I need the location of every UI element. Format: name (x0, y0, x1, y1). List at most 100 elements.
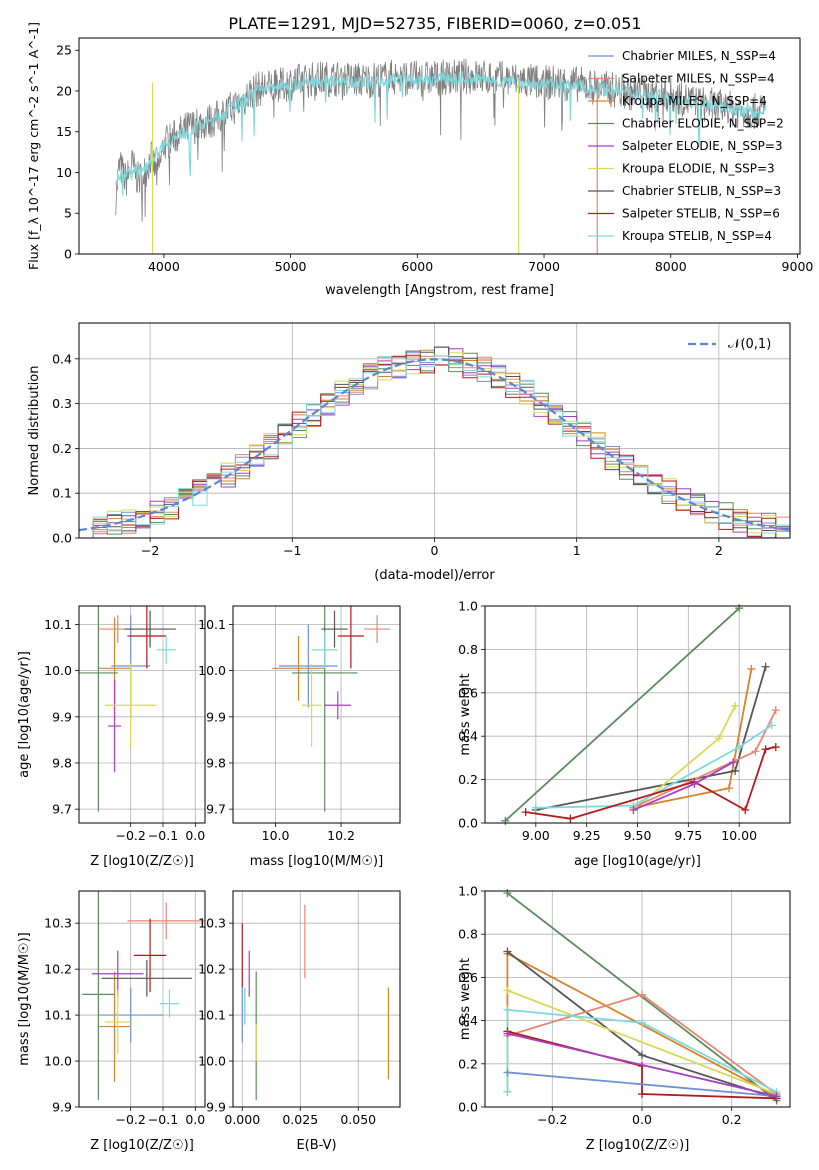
spectrum-xtick-label: 9000 (782, 259, 814, 274)
mass-weight-marker (531, 803, 540, 812)
residuals-xtick-label: −2 (141, 543, 159, 558)
mass_weight_vs_age-ytick-label: 0.8 (458, 642, 478, 657)
plot-layer: 4000 5000 6000 7000 8000 90000510152025wavele… (17, 22, 813, 1153)
mass_weight_vs_age-panel: 9.00 9.25 9.50 9.75 10.00 0.0 0.2 0.4 0.6 0.8 1.0 a… (458, 599, 791, 869)
spectrum-ytick-label: 25 (56, 43, 72, 58)
spectrum-frame (78, 37, 801, 255)
mass_vs_EBV-ytick-label: 10.0 (198, 1054, 226, 1069)
gaussian-legend-label: 𝒩(0,1) (728, 337, 771, 352)
mass-weight-marker (767, 721, 776, 730)
mass-weight-marker (690, 779, 699, 788)
spectrum-ytick-label: 5 (64, 206, 72, 221)
mass-weight-marker (566, 814, 575, 823)
mass-weight-marker (751, 747, 760, 756)
spectrum-xtick-label: 4000 (148, 259, 180, 274)
spectrum-legend-label: Chabrier ELODIE, N_SSP=2 (622, 117, 784, 131)
residuals-xlabel: (data-model)/error (374, 568, 495, 583)
age_vs_Z-xlabel: Z [log10(Z/Z☉)] (90, 854, 194, 869)
mass_weight_vs_Z-xtick-label: 0.0 (632, 1112, 652, 1127)
gaussian-curve (79, 358, 790, 532)
mass_vs_EBV-frame (232, 890, 401, 1108)
age_vs_mass-frame (232, 605, 401, 824)
spectrum-ytick-label: 0 (64, 247, 72, 262)
mass_weight_vs_age-ytick-label: 0.6 (458, 685, 478, 700)
age_vs_mass-xtick-label: 10.0 (262, 828, 290, 843)
mass_weight_vs_age-xtick-label: 9.50 (624, 828, 652, 843)
age_vs_mass-ytick-label: 9.8 (206, 755, 226, 770)
residuals-ytick-label: 0.4 (52, 351, 72, 366)
figure-title: PLATE=1291, MJD=52735, FIBERID=0060, z=0… (228, 14, 641, 33)
residuals-xtick-label: 1 (573, 543, 581, 558)
mass-weight-marker (503, 889, 512, 898)
mass_vs_Z-xlabel: Z [log10(Z/Z☉)] (90, 1138, 194, 1153)
age_vs_mass-xtick-label: 10.2 (327, 828, 355, 843)
residuals-ylabel: Normed distribution (27, 366, 42, 496)
spectrum-ytick-label: 20 (56, 83, 72, 98)
age_vs_mass-ytick-label: 9.9 (206, 709, 226, 724)
spectrum-ytick-label: 15 (56, 124, 72, 139)
spectrum-model-line (115, 70, 767, 196)
mass_vs_EBV-ytick-label: 9.9 (206, 1100, 226, 1115)
mass-weight-marker (771, 743, 780, 752)
spectrum-xlabel: wavelength [Angstrom, rest frame] (325, 283, 554, 298)
spectrum-xtick-label: 5000 (275, 259, 307, 274)
mass-weight-line (506, 1008, 777, 1093)
mass_vs_Z-frame (78, 890, 206, 1108)
mass_weight_vs_age-plotarea (501, 604, 780, 825)
residuals-panel: −2 −1 0 1 2 0.0 0.1 0.2 0.3 0.4 (data-model)/error… (27, 322, 791, 583)
mass_weight_vs_Z-ytick-label: 0.6 (458, 970, 478, 985)
mass_weight_vs_age-xtick-label: 10.00 (721, 828, 757, 843)
spectrum-legend-label: Salpeter STELIB, N_SSP=6 (622, 207, 780, 221)
mass_vs_Z-ytick-label: 9.9 (52, 1100, 72, 1115)
mass-weight-marker (761, 745, 770, 754)
mass_weight_vs_Z-xtick-label: 0.2 (722, 1112, 742, 1127)
mass_weight_vs_Z-ytick-label: 1.0 (458, 884, 478, 899)
mass_vs_Z-ytick-label: 10.0 (44, 1054, 72, 1069)
age_vs_mass-plotarea (272, 606, 391, 812)
mass-weight-marker (761, 662, 770, 671)
residuals-frame (78, 322, 791, 539)
mass_weight_vs_age-ytick-label: 0.2 (458, 772, 478, 787)
age_vs_Z-ytick-label: 9.7 (52, 802, 72, 817)
spectrum-xtick-label: 7000 (528, 259, 560, 274)
residuals-plotarea (79, 346, 790, 538)
residual-histogram (79, 346, 790, 538)
mass_weight_vs_Z-ytick-label: 0.8 (458, 927, 478, 942)
mass-weight-marker (637, 1051, 646, 1060)
mass_vs_EBV-xtick-label: 0.025 (282, 1112, 318, 1127)
age_vs_Z-ytick-label: 10.0 (44, 663, 72, 678)
mass_weight_vs_Z-xtick-label: −0.2 (537, 1112, 567, 1127)
spectrum-ytick-label: 10 (56, 165, 72, 180)
spectrum-legend-label: Salpeter ELODIE, N_SSP=3 (622, 139, 783, 153)
mass_weight_vs_age-frame (484, 605, 791, 824)
mass-weight-marker (521, 808, 530, 817)
spectrum-legend-label: Chabrier STELIB, N_SSP=3 (622, 184, 781, 198)
mass_vs_EBV-ytick-label: 10.3 (198, 916, 226, 931)
mass_weight_vs_Z-panel: −0.2 0.0 0.2 0.0 0.2 0.4 0.6 0.8 1.0 Z [log10(Z/Z… (458, 884, 791, 1153)
mass_vs_Z-ylabel: mass [log10(M/M☉)] (17, 932, 32, 1065)
mass-weight-marker (637, 1018, 646, 1027)
mass-weight-marker (503, 986, 512, 995)
mass-weight-marker (741, 805, 750, 814)
mass_vs_EBV-ytick-label: 10.2 (198, 962, 226, 977)
mass-weight-marker (725, 784, 733, 793)
mass_vs_EBV-plotarea (241, 904, 390, 1101)
mass-weight-marker (735, 743, 744, 752)
age_vs_Z-panel: −0.2 −0.1 0.0 9.7 9.8 9.9 10.0 10.1 Z [log10(Z/Z… (17, 605, 206, 869)
mass-weight-line (507, 1071, 777, 1098)
mass-weight-line (507, 989, 777, 1095)
mass-weight-marker (503, 1029, 512, 1038)
mass_weight_vs_Z-ylabel: mass weight (458, 958, 473, 1040)
mass_vs_EBV-xtick-label: 0.050 (340, 1112, 376, 1127)
age_vs_Z-ytick-label: 9.9 (52, 709, 72, 724)
mass-weight-line (504, 607, 740, 822)
age_vs_Z-ytick-label: 10.1 (44, 617, 72, 632)
mass_weight_vs_age-ytick-label: 1.0 (458, 599, 478, 614)
residuals-xtick-label: 0 (431, 543, 439, 558)
mass_vs_Z-xtick-label: −0.1 (148, 1112, 178, 1127)
spectrum-xtick-label: 8000 (655, 259, 687, 274)
residuals-ytick-label: 0.0 (52, 531, 72, 546)
age_vs_mass-ytick-label: 10.1 (198, 617, 226, 632)
age_vs_Z-frame (78, 605, 206, 824)
spectrum-legend-label: Kroupa ELODIE, N_SSP=3 (622, 162, 775, 176)
